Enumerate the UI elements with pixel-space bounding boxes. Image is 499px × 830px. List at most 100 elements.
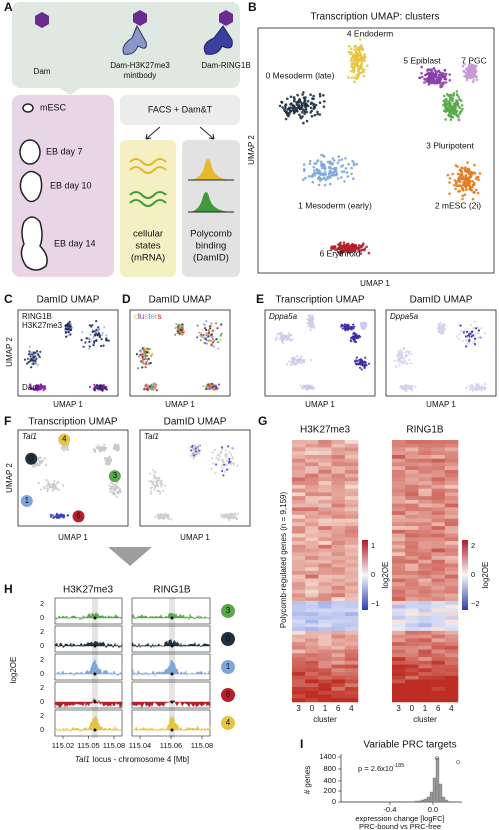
heat-cell [444,608,459,613]
heat-cell [344,664,359,669]
cell-dot [45,464,48,467]
cell-dot [290,357,293,360]
cell-dot [196,324,199,327]
cell-dot [286,97,289,101]
heat-cell [444,507,459,512]
cell-dot [287,336,290,339]
hist-bar [414,800,419,803]
cell-dot [299,100,303,104]
cell-dot [30,354,33,357]
cell-dot [292,104,296,108]
cell-dot [98,448,101,451]
cell-dot [109,490,112,493]
heat-cell [331,589,346,594]
heat-cell [392,529,406,534]
panel-title: Transcription UMAP: clusters [310,12,439,23]
cell-dot [199,332,202,335]
cell-dot [350,166,353,170]
heat-cell [318,615,332,620]
cell-dot [353,48,356,51]
heat-cell [444,567,459,572]
cell-dot [367,362,371,365]
cell-dot [472,326,475,330]
heat-cell [431,443,446,448]
heat-cell [318,496,332,501]
cell-dot [467,336,470,339]
cell-dot [308,159,312,163]
cell-dot [302,178,305,182]
heat-cell [405,477,419,482]
heat-cell [305,458,319,463]
axis-label: UMAP 1 [305,400,335,409]
cell-dot [53,484,56,488]
heat-cell [292,477,306,482]
heat-cell [431,619,446,624]
heat-cell [292,664,306,669]
cell-dot [214,472,217,475]
x-tick-label: 115.06 [160,741,182,750]
axis-label: UMAP 1 [180,533,210,542]
cell-dot [311,180,315,184]
heat-cell [405,440,419,445]
heat-cell [344,604,359,609]
heat-cell [444,649,459,654]
cell-dot [146,347,149,350]
heat-cell [305,578,319,583]
cell-dot [346,327,349,330]
heat-cell [444,477,459,482]
cell-dot [211,451,214,454]
heat-cell [418,664,432,669]
cell-dot [95,446,98,449]
heat-cell [292,668,306,673]
heat-cell [444,541,459,546]
heat-cell [318,660,332,665]
heat-cell [392,574,406,579]
cell-dot [336,161,340,165]
heat-cell [392,440,406,445]
heat-cell [331,585,346,591]
cell-dot [469,323,473,326]
cell-dot [476,326,479,329]
cell-dot [444,74,447,78]
heat-cell [418,630,432,635]
cell-dot [29,387,32,390]
cell-dot [104,459,107,462]
heat-cell [292,608,306,613]
heat-cell [444,638,459,643]
cell-dot [477,331,480,334]
cell-dot [347,251,351,254]
heat-cell [331,675,346,680]
cell-dot [467,183,471,187]
heat-cell [392,694,406,699]
cell-dot [56,516,59,519]
heat-cell [444,698,459,703]
heat-cell [331,488,346,493]
cell-dot [397,355,400,358]
heat-cell [444,578,459,583]
heat-cell [305,694,319,699]
cell-dot [363,68,366,72]
cell-dot [143,358,146,361]
cell-dot [361,48,365,52]
cell-dot [95,332,98,335]
cell-dot [309,329,312,332]
colorbar [362,540,368,610]
cell-dot [55,513,58,516]
heat-cell [444,496,459,501]
cell-dot [460,184,463,188]
cell-dot [406,362,409,365]
cell-dot [309,106,313,110]
cell-dot [421,75,424,79]
cell-dot [426,69,429,72]
heat-cell [305,514,319,519]
cell-dot [293,97,296,101]
cell-dot [461,64,465,68]
cell-dot [97,446,100,449]
cell-dot [466,330,469,333]
heat-cell [418,462,432,467]
cell-dot [230,446,233,450]
heat-cell [305,567,319,572]
axis-label: cluster [413,715,437,724]
heat-cell [431,571,446,576]
heat-cell [418,511,432,516]
